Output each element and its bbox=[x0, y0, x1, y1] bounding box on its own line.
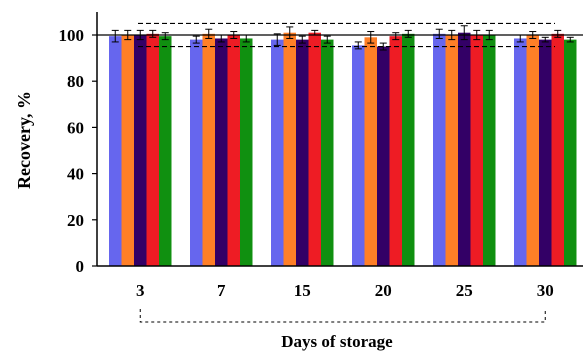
x-tick-label: 7 bbox=[217, 281, 226, 300]
bar bbox=[470, 35, 483, 266]
bar bbox=[352, 45, 365, 266]
bar bbox=[202, 33, 215, 266]
x-tick-label: 15 bbox=[294, 281, 311, 300]
bar bbox=[121, 35, 134, 266]
bar bbox=[564, 39, 577, 267]
y-tick-label: 60 bbox=[67, 118, 84, 137]
bar bbox=[445, 35, 458, 266]
y-tick-label: 80 bbox=[67, 72, 84, 91]
bar bbox=[514, 38, 527, 267]
y-ticks: 0 20 40 60 80 100 bbox=[59, 26, 97, 276]
bar bbox=[283, 32, 296, 266]
bar bbox=[190, 39, 203, 267]
y-tick-label: 20 bbox=[67, 211, 84, 230]
x-axis-label: Days of storage bbox=[281, 332, 393, 351]
days-bracket bbox=[139, 309, 546, 323]
bar bbox=[458, 32, 471, 266]
x-tick-label: 25 bbox=[456, 281, 473, 300]
y-tick-label: 100 bbox=[59, 26, 85, 45]
y-axis-label: Recovery, % bbox=[14, 91, 34, 189]
x-tick-label: 20 bbox=[375, 281, 392, 300]
bar bbox=[146, 33, 159, 266]
bar bbox=[227, 35, 240, 266]
y-tick-label: 0 bbox=[76, 257, 85, 276]
bar bbox=[308, 32, 321, 266]
x-ticks: 3 7 15 20 25 30 bbox=[136, 281, 554, 300]
bar bbox=[109, 36, 122, 266]
bar bbox=[539, 39, 552, 267]
y-tick-label: 40 bbox=[67, 165, 84, 184]
bar bbox=[321, 39, 334, 267]
bar bbox=[271, 39, 284, 267]
bar bbox=[296, 39, 309, 267]
x-tick-label: 30 bbox=[537, 281, 554, 300]
bar bbox=[134, 35, 147, 266]
bar bbox=[159, 36, 172, 266]
bar bbox=[240, 38, 253, 267]
x-tick-label: 3 bbox=[136, 281, 145, 300]
bar bbox=[526, 35, 539, 266]
bar bbox=[433, 33, 446, 266]
bar bbox=[215, 38, 228, 267]
bar bbox=[483, 35, 496, 266]
reference-lines bbox=[97, 22, 583, 48]
bar bbox=[364, 37, 377, 267]
bar bbox=[377, 46, 390, 266]
bar bbox=[551, 33, 564, 266]
bar bbox=[389, 36, 402, 266]
bar bbox=[402, 33, 415, 266]
bars-layer bbox=[109, 25, 577, 267]
